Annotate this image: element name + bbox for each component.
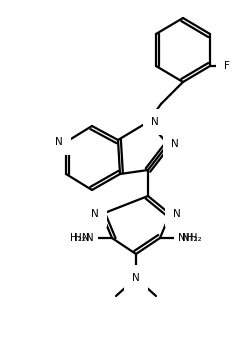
Text: N: N — [171, 139, 179, 149]
Text: N: N — [132, 273, 140, 283]
Text: N: N — [55, 137, 63, 147]
Text: F: F — [224, 61, 230, 71]
Text: NH₂: NH₂ — [178, 233, 198, 243]
Text: N: N — [173, 209, 181, 219]
Text: N: N — [151, 117, 159, 127]
Text: NH₂: NH₂ — [182, 233, 202, 243]
Text: H₂N: H₂N — [74, 233, 94, 243]
Text: N: N — [173, 209, 181, 219]
Text: N: N — [151, 117, 159, 127]
Text: N: N — [132, 273, 140, 283]
Text: H₂N: H₂N — [70, 233, 90, 243]
Text: N: N — [55, 137, 63, 147]
Text: N: N — [171, 139, 179, 149]
Text: N: N — [91, 209, 99, 219]
Text: N: N — [91, 209, 99, 219]
Text: F: F — [224, 61, 230, 71]
